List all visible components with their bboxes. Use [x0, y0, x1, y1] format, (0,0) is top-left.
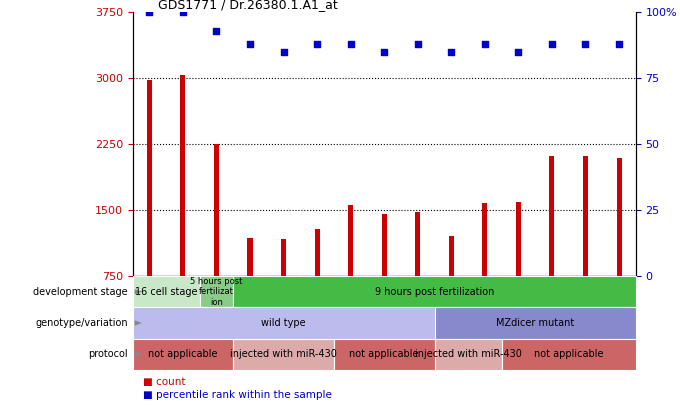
Point [245, 40, 256, 47]
Point [547, 40, 558, 47]
Bar [315, 229, 320, 276]
Point [412, 40, 423, 47]
Text: not applicable: not applicable [534, 349, 603, 359]
Bar [147, 80, 152, 276]
Bar [281, 239, 286, 276]
Bar [214, 144, 219, 276]
Text: protocol: protocol [88, 349, 128, 359]
Text: not applicable: not applicable [148, 349, 218, 359]
Point [311, 40, 322, 47]
Bar [516, 202, 521, 276]
Bar [617, 158, 622, 276]
Bar [482, 203, 488, 276]
Bar [583, 156, 588, 276]
Text: 16 cell stage: 16 cell stage [135, 287, 197, 297]
Text: ■ percentile rank within the sample: ■ percentile rank within the sample [143, 390, 332, 400]
Point [479, 40, 490, 47]
Point [613, 40, 624, 47]
Text: not applicable: not applicable [350, 349, 419, 359]
Point [379, 49, 390, 55]
Point [513, 49, 524, 55]
Point [177, 9, 188, 15]
Point [345, 40, 356, 47]
Text: wild type: wild type [261, 318, 306, 328]
Point [211, 28, 222, 34]
Text: injected with miR-430: injected with miR-430 [230, 349, 337, 359]
Text: 9 hours post fertilization: 9 hours post fertilization [375, 287, 494, 297]
Text: injected with miR-430: injected with miR-430 [415, 349, 522, 359]
Text: 5 hours post
fertilizat
ion: 5 hours post fertilizat ion [190, 277, 243, 307]
Bar [449, 236, 454, 276]
Text: development stage: development stage [33, 287, 128, 297]
Bar [415, 212, 420, 276]
Point [580, 40, 591, 47]
Text: ■ count: ■ count [143, 377, 185, 388]
Text: GDS1771 / Dr.26380.1.A1_at: GDS1771 / Dr.26380.1.A1_at [158, 0, 337, 11]
Bar [549, 156, 554, 276]
Bar [180, 75, 186, 276]
Text: MZdicer mutant: MZdicer mutant [496, 318, 575, 328]
Bar [381, 214, 387, 276]
Point [446, 49, 457, 55]
Point [278, 49, 289, 55]
Text: genotype/variation: genotype/variation [35, 318, 128, 328]
Point [144, 9, 155, 15]
Bar [248, 239, 252, 276]
Bar [348, 205, 353, 276]
